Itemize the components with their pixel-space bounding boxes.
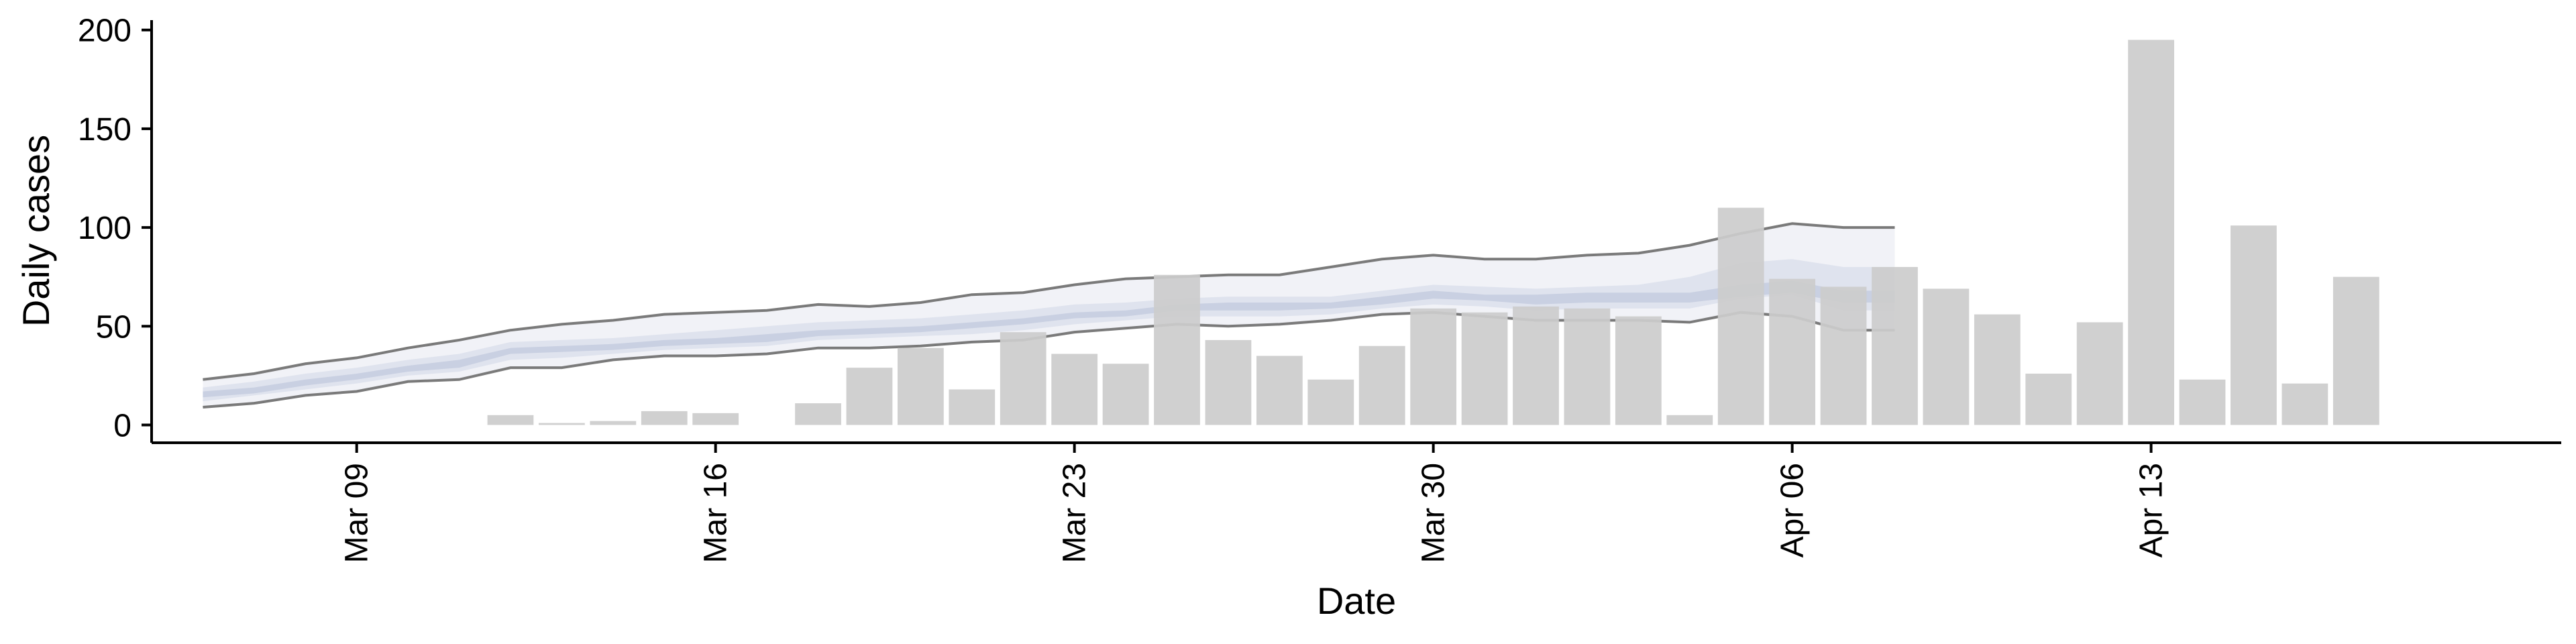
x-tick-label: Mar 23 [1057,463,1093,563]
bar-2020-03-19 [846,368,893,425]
x-tick-label: Apr 13 [2134,463,2169,557]
x-axis-title: Date [1317,580,1396,622]
bar-2020-03-21 [949,389,996,425]
bar-2020-04-01 [1513,306,1559,425]
bar-2020-03-13 [539,423,585,425]
bar-2020-04-10 [1974,314,2021,425]
ticks: 0 50 100 150 200 Mar 09 Mar 16 Mar 23 Mar 30 Apr … [78,13,2169,564]
bar-2020-03-28 [1307,379,1354,425]
bar-2020-03-30 [1410,308,1457,425]
bar-2020-03-27 [1256,356,1303,425]
bar-2020-04-08 [1872,266,1918,425]
y-tick-label: 0 [113,409,131,444]
bar-2020-04-06 [1769,278,1816,425]
bar-2020-03-16 [692,413,739,425]
bar-2020-03-22 [1000,332,1046,425]
bar-2020-03-29 [1358,345,1405,425]
bar-2020-03-14 [590,421,637,425]
y-tick-label: 200 [78,13,131,49]
y-tick-label: 50 [96,309,131,345]
bar-2020-03-31 [1461,312,1508,425]
bar-2020-03-18 [795,403,841,425]
daily-case-bars [487,40,2379,425]
y-axis-title: Daily cases [15,135,57,327]
bar-2020-03-23 [1051,354,1098,425]
bar-2020-04-05 [1717,207,1764,425]
x-tick-label: Apr 06 [1775,463,1811,557]
y-tick-label: 100 [78,211,131,246]
bar-2020-04-17 [2332,276,2379,425]
bar-2020-03-15 [641,411,688,425]
bar-2020-04-03 [1615,316,1662,425]
bar-2020-04-02 [1564,308,1611,425]
bar-2020-04-15 [2231,225,2277,425]
bar-2020-04-12 [2076,322,2123,425]
bar-2020-03-26 [1205,339,1252,425]
x-tick-label: Mar 09 [339,463,375,563]
lower-bound-line [203,311,1895,409]
y-tick-label: 150 [78,112,131,148]
bar-2020-03-25 [1154,274,1200,425]
axes [150,20,2561,444]
bar-2020-04-07 [1820,286,1867,425]
x-tick-label: Mar 30 [1416,463,1452,563]
bar-2020-04-16 [2282,383,2328,425]
bar-2020-04-13 [2128,40,2174,425]
bar-2020-03-24 [1102,364,1149,425]
upper-bound-line [203,222,1895,381]
x-tick-label: Mar 16 [698,463,734,563]
bar-2020-04-11 [2025,373,2072,425]
bar-2020-04-09 [1923,288,1970,425]
bar-2020-03-12 [487,415,534,425]
bar-2020-04-14 [2179,379,2226,425]
bar-2020-03-20 [897,347,944,425]
bar-2020-04-04 [1666,415,1713,425]
